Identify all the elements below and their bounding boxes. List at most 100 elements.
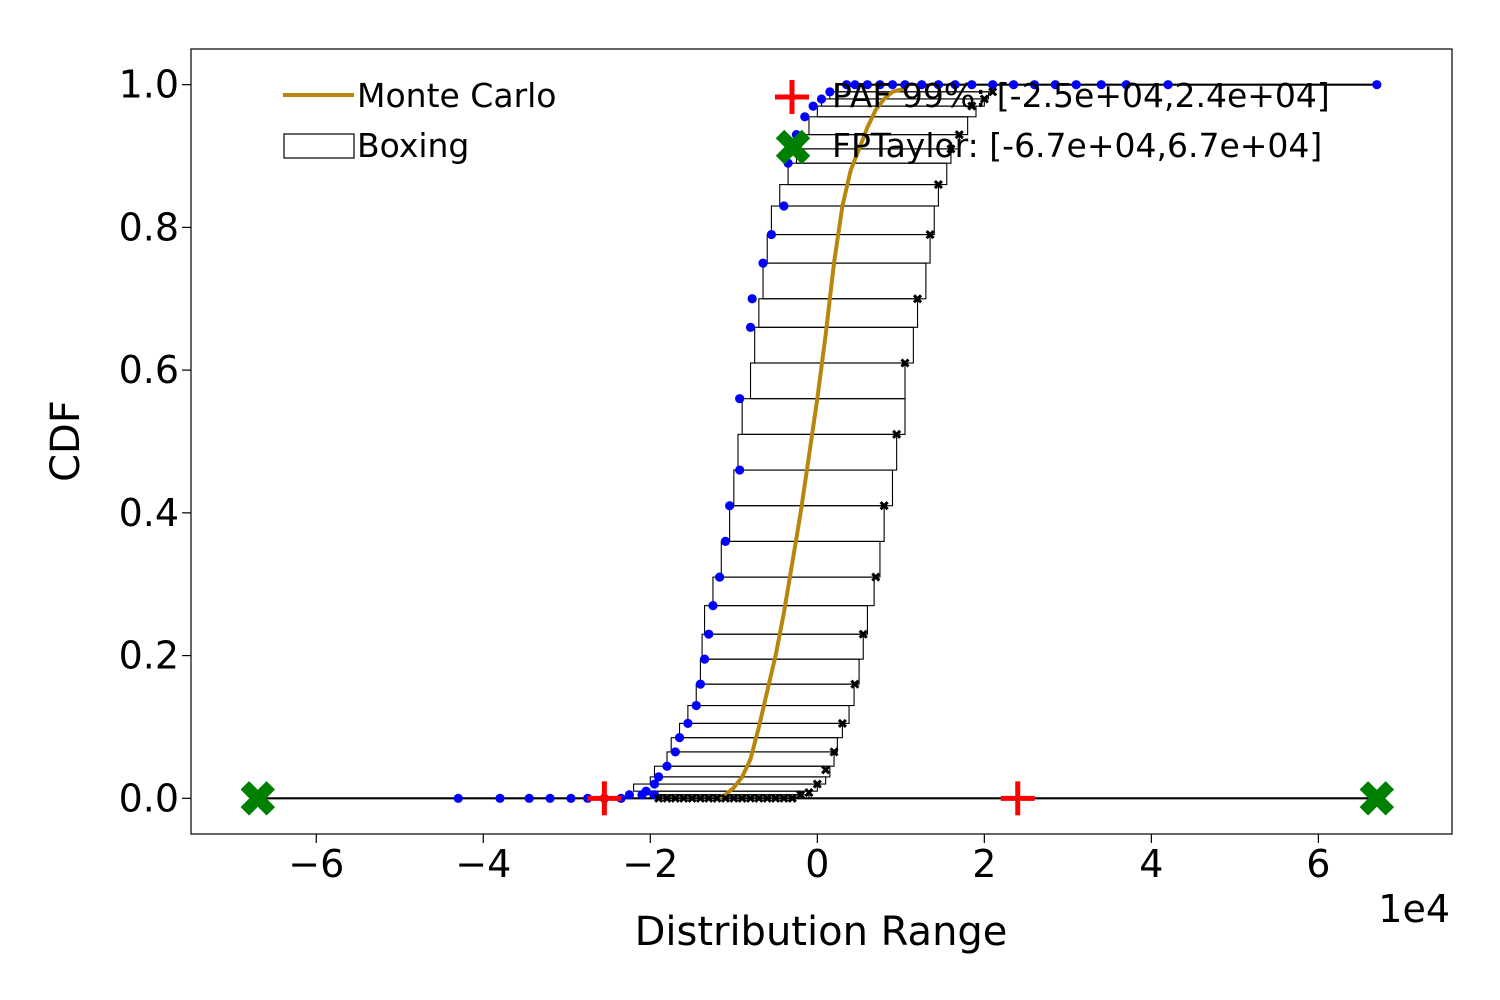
lower-endpoint-1 — [453, 793, 463, 803]
x-axis-title: Distribution Range — [635, 909, 1008, 955]
y-axis-ticks: 0.0 0.2 0.4 0.6 0.8 1.0 — [119, 63, 191, 820]
lower-endpoint-46 — [900, 80, 910, 90]
lower-endpoint-53 — [1029, 80, 1040, 90]
lower-endpoint-24 — [715, 572, 725, 582]
lower-endpoint-15 — [662, 761, 672, 771]
upper-endpoint-stroke-b — [704, 793, 714, 803]
upper-endpoint-29 — [912, 294, 923, 304]
upper-endpoint-15 — [779, 793, 789, 803]
endpoint-markers — [253, 80, 1382, 803]
lower-endpoint-44 — [875, 80, 885, 90]
upper-endpoint-stroke-b — [946, 144, 956, 154]
upper-endpoint-stroke-b — [858, 629, 868, 639]
upper-endpoint-6 — [704, 793, 714, 803]
upper-endpoint-20 — [821, 765, 831, 775]
fptaylor-marker-1 — [1359, 781, 1395, 816]
lower-endpoint-16 — [670, 747, 680, 757]
x-tick-label-6: 6 — [1306, 842, 1330, 886]
upper-endpoint-14 — [771, 793, 781, 803]
lower-endpoint-23 — [708, 601, 718, 611]
lower-endpoint-28 — [735, 394, 745, 404]
monte-carlo-line — [716, 86, 906, 801]
legend-fptaylor-label: FPTaylor: [-6.7e+04,6.7e+04] — [832, 126, 1322, 165]
lower-endpoint-40 — [825, 87, 835, 97]
upper-endpoint-stroke-b — [670, 793, 680, 803]
upper-endpoint-stroke-b — [679, 793, 689, 803]
upper-endpoint-stroke-b — [900, 358, 910, 368]
y-tick-label-0: 0.0 — [119, 776, 179, 820]
paf-marker-0 — [587, 781, 622, 816]
lower-endpoint-59 — [1372, 80, 1382, 90]
upper-endpoint-stroke-b — [988, 87, 998, 97]
y-tick-label-1: 0.2 — [119, 634, 179, 678]
lower-endpoint-52 — [1008, 80, 1019, 90]
upper-endpoint-stroke-b — [737, 793, 747, 803]
upper-endpoint-stroke-b — [979, 94, 989, 104]
upper-endpoint-12 — [754, 793, 764, 803]
upper-endpoint-stroke-b — [695, 793, 705, 803]
upper-endpoint-stroke-b — [654, 793, 664, 803]
x-tick-label-0: −6 — [288, 842, 344, 886]
lower-endpoint-37 — [800, 112, 810, 122]
upper-endpoint-10 — [737, 793, 747, 803]
lower-endpoint-18 — [683, 718, 693, 728]
lower-endpoint-58 — [1163, 80, 1173, 90]
upper-endpoint-stroke-b — [871, 572, 881, 582]
lower-endpoint-3 — [524, 793, 534, 803]
lower-endpoint-29 — [745, 322, 756, 332]
upper-endpoint-stroke-b — [812, 779, 822, 789]
lower-endpoint-20 — [695, 679, 706, 689]
upper-endpoint-stroke-b — [829, 747, 839, 757]
lower-endpoint-33 — [779, 201, 789, 211]
lower-endpoint-57 — [1121, 80, 1131, 90]
upper-endpoint-4 — [687, 793, 697, 803]
upper-endpoint-22 — [837, 718, 847, 728]
upper-endpoint-27 — [892, 429, 902, 439]
upper-endpoint-3 — [679, 793, 689, 803]
upper-endpoint-stroke-b — [892, 429, 902, 439]
y-tick-label-3: 0.6 — [119, 348, 179, 392]
lower-endpoint-21 — [699, 654, 710, 664]
upper-endpoint-stroke-b — [879, 501, 889, 511]
lower-endpoint-17 — [674, 733, 685, 743]
lower-endpoint-51 — [988, 80, 998, 90]
upper-endpoint-stroke-b — [687, 793, 697, 803]
legend-monte-carlo-label: Monte Carlo — [357, 76, 557, 115]
fptaylor-marker-b — [1359, 781, 1395, 816]
upper-endpoint-25 — [871, 572, 881, 582]
paf-marker-1 — [1000, 781, 1035, 816]
upper-endpoint-stroke-b — [804, 788, 814, 798]
upper-endpoint-8 — [720, 793, 731, 803]
lower-endpoint-45 — [887, 80, 898, 90]
upper-endpoint-16 — [787, 793, 797, 803]
lower-endpoint-41 — [841, 80, 852, 90]
x-tick-label-3: 0 — [805, 842, 829, 886]
legend: Monte Carlo Boxing PAF 99%: [-2.5e+04,2.… — [283, 76, 1330, 165]
upper-endpoint-stroke-b — [967, 101, 977, 111]
upper-endpoint-24 — [858, 629, 868, 639]
legend-fptaylor-icon — [775, 129, 811, 165]
upper-endpoint-26 — [879, 501, 889, 511]
legend-boxing-swatch — [283, 133, 355, 159]
lower-endpoint-49 — [950, 80, 960, 90]
upper-endpoint-31 — [933, 180, 943, 190]
upper-endpoint-stroke-b — [779, 793, 789, 803]
upper-endpoint-11 — [745, 793, 756, 803]
legend-boxing-label: Boxing — [357, 126, 469, 165]
lower-endpoint-13 — [649, 779, 660, 789]
upper-endpoint-stroke-b — [837, 718, 847, 728]
x-tick-label-1: −4 — [455, 842, 511, 886]
upper-endpoint-21 — [829, 747, 839, 757]
fptaylor-marker-b — [240, 781, 276, 816]
lower-endpoint-55 — [1071, 80, 1081, 90]
upper-endpoint-0 — [654, 793, 664, 803]
lower-endpoint-26 — [725, 501, 735, 511]
upper-endpoint-stroke-b — [745, 793, 756, 803]
monte-carlo-layer — [716, 86, 906, 801]
upper-endpoint-9 — [729, 793, 739, 803]
interval-markers — [240, 781, 1395, 816]
lower-endpoint-31 — [758, 258, 768, 268]
upper-endpoint-stroke-b — [712, 793, 722, 803]
x-axis-exponent: 1e4 — [1378, 887, 1450, 931]
